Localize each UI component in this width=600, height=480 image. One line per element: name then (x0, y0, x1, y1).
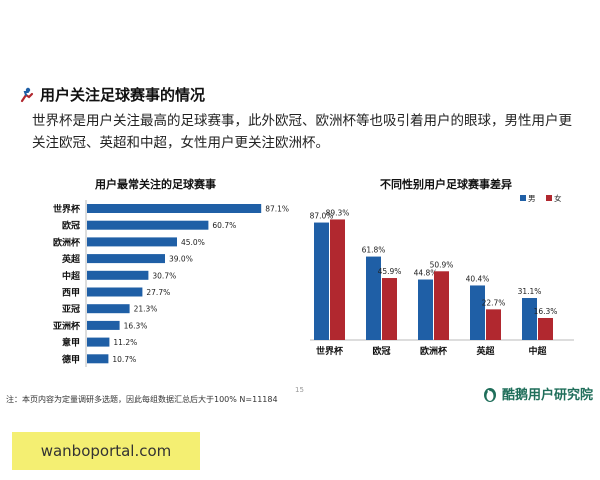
bar (538, 317, 553, 340)
data-label: 27.7% (146, 288, 170, 297)
legend-swatch (546, 195, 552, 201)
gender-diff-bar-svg: 男 女 87.0%89.3% 世界杯 61.8% 45.9% 欧冠 44.8%50.9% 欧洲杯… (310, 193, 574, 357)
data-label: 11.2% (113, 338, 137, 347)
data-label: 39.0% (169, 255, 193, 264)
runner-logo-icon (20, 87, 34, 102)
category-label: 世界杯 (53, 203, 81, 215)
category-label: 欧洲杯 (53, 236, 81, 248)
category-label: 德甲 (62, 353, 80, 365)
category-label: 欧冠 (62, 220, 80, 232)
bar (434, 271, 449, 340)
bar (87, 287, 143, 297)
bar (382, 278, 397, 340)
gender-diff-chart: 不同性别用户足球赛事差异 男 女 87.0% 89.3% 世界杯 61.8% 45.9% 欧冠… (300, 176, 592, 376)
data-label: 45.0% (181, 238, 205, 247)
watermark-text: wanboportal.com (40, 442, 172, 460)
data-label: 44.8% (414, 269, 438, 278)
data-label: 87.1% (265, 205, 289, 214)
category-label: 世界杯 (316, 345, 344, 357)
category-label: 亚冠 (62, 304, 80, 315)
bar (87, 237, 177, 247)
legend-swatch (520, 195, 526, 201)
bar (486, 309, 501, 340)
bar (314, 222, 329, 340)
top-events-bar-svg: 世界杯 87.1% 欧冠 60.7% 欧洲杯 45.0% 英超 39.0% 中超 30.7% 西甲 2… (53, 200, 289, 367)
chart-title-top-events: 用户最常关注的足球赛事 (95, 178, 216, 191)
bar (87, 354, 109, 364)
data-label: 50.9% (430, 260, 454, 269)
category-label: 中超 (62, 270, 81, 282)
category-label: 中超 (528, 345, 547, 357)
category-label: 西甲 (62, 288, 80, 299)
bar (87, 320, 120, 330)
bar (87, 304, 130, 314)
chart-title-gender-diff: 不同性别用户足球赛事差异 (380, 178, 512, 191)
legend-label: 男 (528, 194, 536, 203)
section-header: 用户关注足球赛事的情况 (18, 84, 205, 105)
bar (366, 256, 381, 340)
category-label: 欧洲杯 (420, 345, 448, 357)
category-label: 欧冠 (372, 345, 390, 357)
bar (87, 270, 149, 280)
bar (522, 298, 537, 340)
data-label: 10.7% (112, 355, 136, 364)
penguin-logo-icon (484, 387, 496, 402)
bar (87, 254, 165, 264)
bar (418, 279, 433, 340)
data-label: 87.0% (310, 212, 334, 221)
data-label: 30.7% (152, 271, 176, 280)
bar (87, 337, 110, 347)
category-label: 亚洲杯 (53, 320, 81, 332)
bar (87, 220, 209, 230)
data-label: 16.3% (534, 307, 558, 316)
bar (330, 219, 345, 340)
category-label: 英超 (61, 253, 81, 265)
data-label: 61.8% (362, 246, 386, 255)
top-events-chart: 用户最常关注的足球赛事 世界杯 87.1% 欧冠 60.7% 欧洲杯 45.0% 英超 39.… (18, 176, 293, 376)
watermark-banner: wanboportal.com (12, 432, 200, 470)
legend-label: 女 (554, 193, 562, 203)
page-title: 用户关注足球赛事的情况 (40, 86, 206, 104)
data-label: 22.7% (482, 298, 506, 307)
category-label: 英超 (475, 345, 495, 357)
data-label: 45.9% (378, 267, 402, 276)
category-label: 意甲 (62, 337, 80, 349)
data-label: 31.1% (518, 287, 542, 296)
brand-logo: 酷鹅用户研究院 (482, 384, 593, 403)
page-number: 15 (295, 386, 304, 394)
data-label: 40.4% (466, 274, 490, 283)
brand-name: 酷鹅用户研究院 (502, 388, 594, 403)
data-label: 16.3% (124, 321, 148, 330)
bar (87, 204, 262, 213)
footnote: 注：本页内容为定量调研多选题，因此每组数据汇总后大于100% N=11184 (6, 395, 278, 404)
data-label: 21.3% (134, 305, 158, 314)
data-label: 89.3% (326, 208, 350, 217)
data-label: 60.7% (212, 221, 236, 230)
bar (470, 285, 485, 340)
page-description: 世界杯是用户关注最高的足球赛事，此外欧冠、欧洲杯等也吸引着用户的眼球，男性用户更… (32, 113, 572, 151)
